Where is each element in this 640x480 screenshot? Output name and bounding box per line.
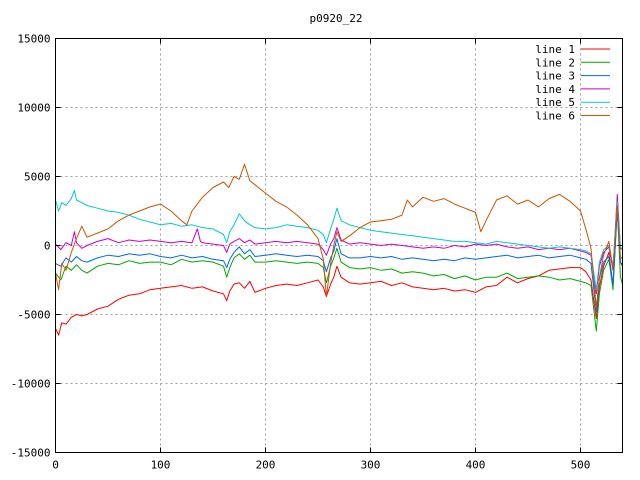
x-tick-label: 0 bbox=[52, 459, 59, 472]
y-tick-label: 10000 bbox=[17, 102, 50, 115]
x-tick-label: 300 bbox=[361, 459, 381, 472]
y-tick-label: -10000 bbox=[11, 378, 51, 391]
legend-label: line 4 bbox=[535, 83, 575, 96]
series-line-1 bbox=[55, 203, 623, 336]
series-line-2 bbox=[55, 206, 623, 332]
y-tick-label: -5000 bbox=[17, 309, 50, 322]
axis-ticks: 0 100 200 300 400 500 -15000 -10000 -5000 0 5000 10… bbox=[11, 33, 623, 472]
series-line-3 bbox=[55, 210, 623, 313]
series-line-6 bbox=[55, 163, 623, 309]
legend-label: line 6 bbox=[535, 110, 575, 123]
x-tick-label: 200 bbox=[256, 459, 276, 472]
y-tick-label: 15000 bbox=[17, 33, 50, 46]
legend-label: line 1 bbox=[535, 43, 575, 56]
legend-label: line 2 bbox=[535, 56, 575, 69]
series-group bbox=[55, 163, 623, 336]
series-line-5 bbox=[55, 189, 623, 291]
legend-label: line 5 bbox=[535, 96, 575, 109]
y-tick-label: 0 bbox=[44, 240, 51, 253]
legend-label: line 3 bbox=[535, 70, 575, 83]
x-tick-label: 500 bbox=[571, 459, 591, 472]
y-tick-label: -15000 bbox=[11, 447, 51, 460]
chart-title: p0920_22 bbox=[310, 12, 363, 25]
x-tick-label: 100 bbox=[151, 459, 171, 472]
grid-lines bbox=[55, 38, 623, 453]
plot-frame bbox=[55, 38, 623, 453]
x-tick-label: 400 bbox=[466, 459, 486, 472]
y-tick-label: 5000 bbox=[24, 171, 51, 184]
series-line-4 bbox=[55, 193, 623, 295]
